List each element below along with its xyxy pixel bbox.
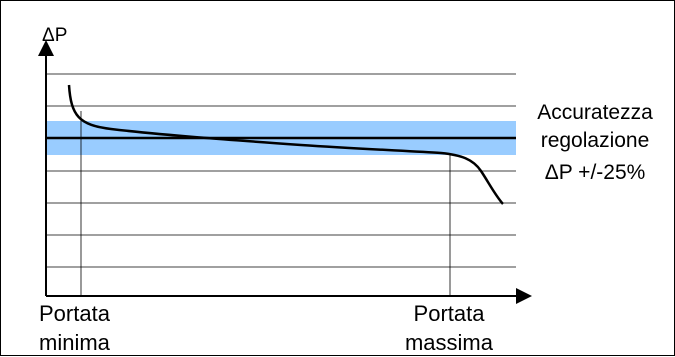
regulation-curve bbox=[67, 84, 504, 205]
min-flow-label-line-2: minima bbox=[39, 330, 111, 355]
annotation-line-3: ΔP +/-25% bbox=[545, 161, 646, 184]
y-axis-label: ΔP bbox=[42, 25, 67, 46]
min-flow-label-line-1: Portata bbox=[39, 301, 111, 326]
max-flow-label-line-2: massima bbox=[405, 330, 494, 355]
max-flow-label-line-1: Portata bbox=[414, 301, 486, 326]
annotation-line-2: regolazione bbox=[541, 129, 650, 152]
annotation-line-1: Accuratezza bbox=[537, 101, 653, 124]
grid-lines bbox=[46, 73, 516, 268]
